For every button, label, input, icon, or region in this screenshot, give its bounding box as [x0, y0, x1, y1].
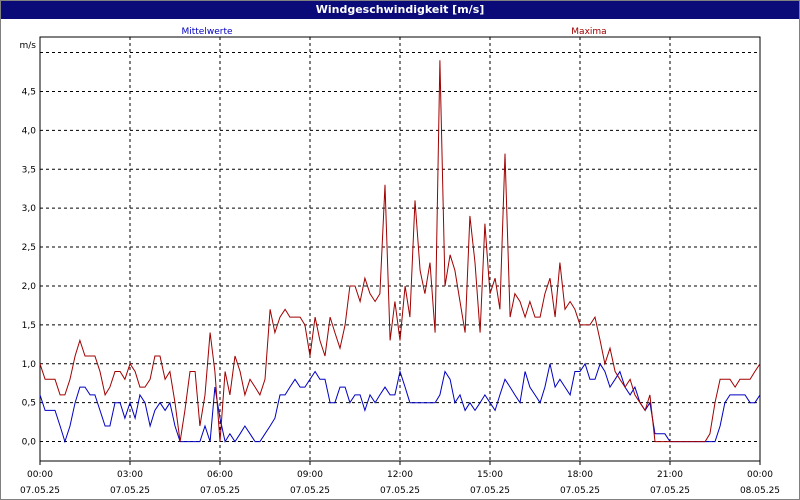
grid	[40, 37, 760, 461]
y-tick-label: 0,0	[22, 438, 37, 448]
chart-title: Windgeschwindigkeit [m/s]	[1, 1, 799, 19]
axes	[39, 36, 761, 465]
x-tick-time: 12:00	[387, 470, 413, 480]
x-tick-date: 07.05.25	[20, 486, 60, 496]
x-tick-date: 08.05.25	[740, 486, 780, 496]
x-tick-time: 03:00	[117, 470, 143, 480]
x-tick-date: 07.05.25	[560, 486, 600, 496]
x-tick-date: 07.05.25	[290, 486, 330, 496]
y-tick-label: 4,5	[22, 87, 36, 97]
x-tick-date: 07.05.25	[650, 486, 690, 496]
y-tick-label: 2,5	[22, 243, 36, 253]
y-tick-label: 3,5	[22, 165, 36, 175]
x-tick-date: 07.05.25	[380, 486, 420, 496]
x-tick-time: 06:00	[207, 470, 233, 480]
y-tick-label: 4,0	[22, 126, 37, 136]
x-tick-date: 07.05.25	[200, 486, 240, 496]
y-axis-label: m/s	[20, 41, 37, 51]
x-tick-time: 00:00	[27, 470, 53, 480]
x-tick-time: 15:00	[477, 470, 503, 480]
x-tick-time: 18:00	[567, 470, 593, 480]
labels: 0,0 0,5 1,0 1,5 2,0 2,5 3,0 3,5 4,0 4,5 m/s 00:00 07…	[20, 27, 781, 496]
legend-mittelwerte: Mittelwerte	[181, 27, 232, 37]
x-tick-time: 09:00	[297, 470, 323, 480]
legend-maxima: Maxima	[571, 27, 606, 37]
y-tick-label: 3,0	[22, 204, 37, 214]
series-lines	[39, 60, 761, 444]
series-line-maxima	[39, 60, 761, 443]
x-tick-date: 07.05.25	[110, 486, 150, 496]
x-tick-time: 00:00	[747, 470, 773, 480]
y-tick-label: 2,0	[22, 282, 37, 292]
y-tick-label: 1,0	[22, 360, 37, 370]
x-tick-date: 07.05.25	[470, 486, 510, 496]
x-tick-time: 21:00	[657, 470, 683, 480]
y-tick-label: 1,5	[22, 321, 36, 331]
y-tick-label: 0,5	[22, 399, 36, 409]
